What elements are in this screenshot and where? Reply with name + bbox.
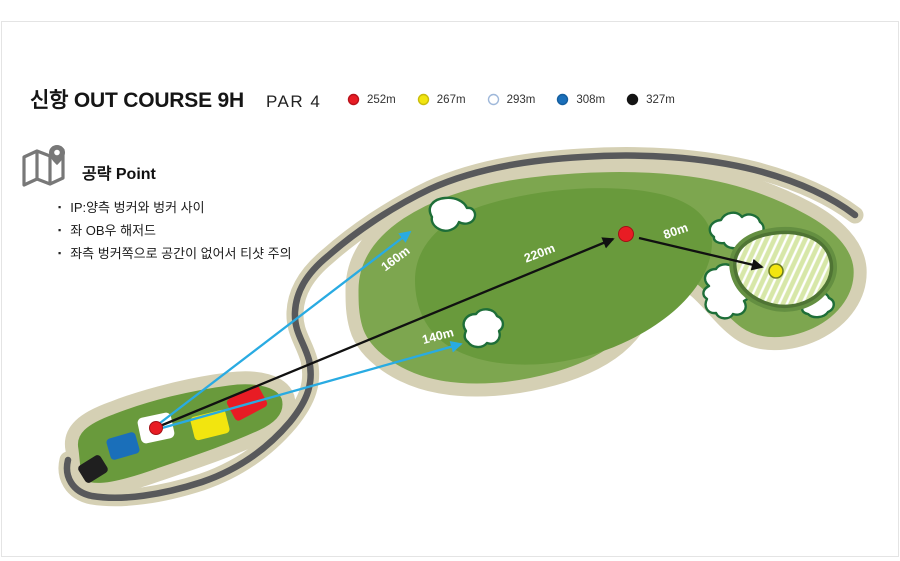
par-label: PAR 4 <box>265 92 322 111</box>
red-distance-dot-icon <box>347 93 360 106</box>
legend-item: 252m <box>347 93 396 106</box>
legend-label: 327m <box>646 93 675 106</box>
tee-ball-marker <box>149 421 163 435</box>
strategy-list: IP:양측 벙커와 벙커 사이 좌 OB우 해저드 좌측 벙커쪽으로 공간이 없… <box>58 196 292 265</box>
strategy-bullet: 좌 OB우 해저드 <box>58 219 292 242</box>
legend-item: 267m <box>417 93 466 106</box>
legend-label: 267m <box>436 93 466 106</box>
legend-item: 327m <box>626 93 675 106</box>
shot-line-tee-to-ip <box>159 237 615 428</box>
strategy-bullet: IP:양측 벙커와 벙커 사이 <box>58 196 292 219</box>
hole-title: 신항 OUT COURSE 9H <box>30 89 244 112</box>
white-distance-dot-icon <box>487 93 499 106</box>
tee-box-blue <box>106 432 140 460</box>
legend-item: 293m <box>487 93 536 106</box>
tee-box-black <box>78 455 108 483</box>
map-pin-icon <box>20 144 74 196</box>
yellow-distance-dot-icon <box>417 93 429 106</box>
strategy-bullet: 좌측 벙커쪽으로 공간이 없어서 티샷 주의 <box>58 242 291 265</box>
page-header: 신항 OUT COURSE 9H PAR 4 <box>30 84 321 114</box>
legend-label: 252m <box>367 93 396 106</box>
shot-line-ip-to-green <box>638 236 764 271</box>
guide-line-160m <box>159 230 412 424</box>
strategy-heading: 공략 Point <box>82 166 156 183</box>
bunker-140m <box>462 308 505 349</box>
ip-point-marker <box>618 226 634 242</box>
bunker-160m <box>428 196 477 232</box>
cart-path <box>63 152 859 501</box>
guide-line-140m <box>161 340 463 430</box>
legend-label: 308m <box>576 93 606 106</box>
legend-label: 293m <box>506 93 536 106</box>
distance-legend: 252m 267m 293m 308m 327m <box>347 93 675 106</box>
blue-distance-dot-icon <box>557 93 569 106</box>
green-target-marker <box>768 263 784 279</box>
legend-item: 308m <box>556 93 605 106</box>
black-distance-dot-icon <box>626 93 639 106</box>
